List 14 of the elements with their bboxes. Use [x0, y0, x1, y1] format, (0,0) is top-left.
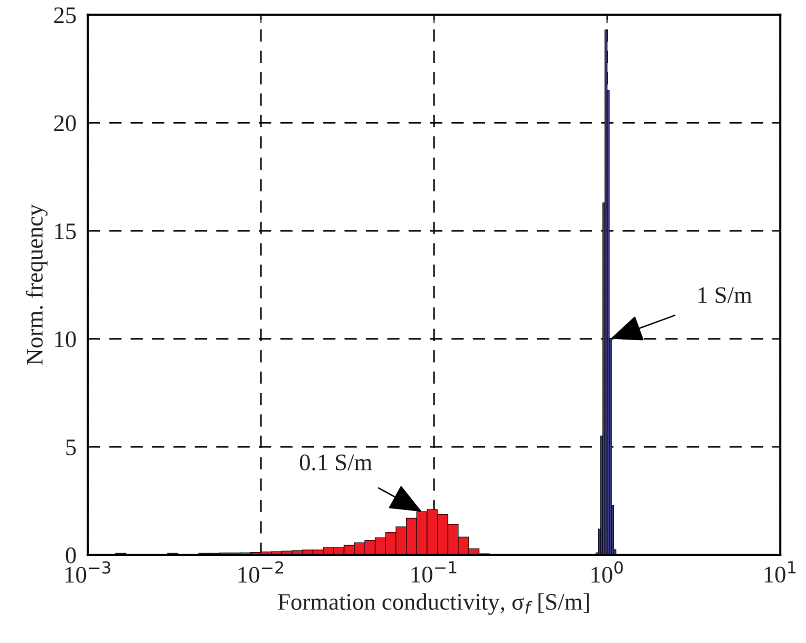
annotation: 1 S/m — [698, 287, 752, 304]
x-axis-title: Formation conductivity, σ$_{f}$ [S/m] — [278, 593, 589, 615]
y-tick-label: 20 — [54, 115, 76, 132]
y-tick-label: 15 — [55, 223, 76, 240]
y-tick-label: 5 — [66, 440, 76, 456]
x-tick-label: 10$^{−2}$ — [238, 561, 284, 583]
y-tick-label: 0 — [66, 547, 76, 564]
x-tick-label: 10$^{0}$ — [592, 561, 623, 583]
annotation: 0.1 S/m — [300, 454, 372, 470]
x-tick-label: 10$^{−1}$ — [412, 561, 456, 583]
y-axis-title: Norm. frequency — [26, 204, 48, 365]
x-tick-label: 10$^{1}$ — [764, 561, 796, 583]
y-tick-label: 25 — [54, 7, 76, 24]
y-tick-label: 10 — [55, 331, 76, 348]
